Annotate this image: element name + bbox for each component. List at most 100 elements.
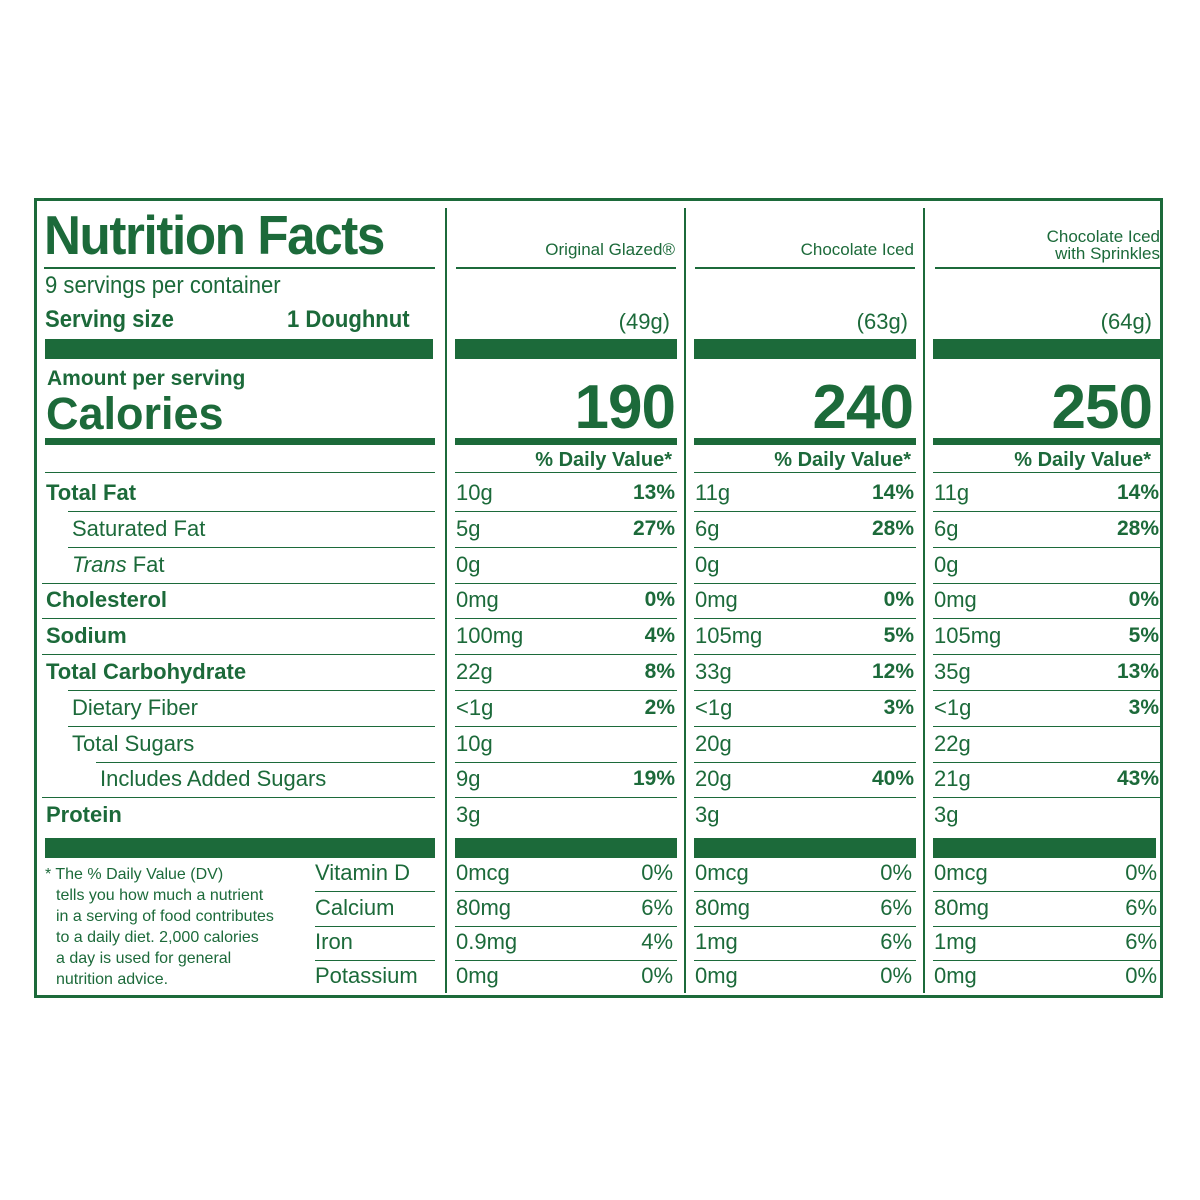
row-rule bbox=[933, 960, 1160, 961]
footnote-line: in a serving of food contributes bbox=[56, 908, 274, 925]
row-rule bbox=[68, 511, 435, 512]
row-rule bbox=[933, 762, 1160, 763]
medium-rule bbox=[455, 438, 677, 445]
row-rule bbox=[42, 583, 435, 584]
row-rule bbox=[455, 618, 677, 619]
vitamin-amount: 0mg bbox=[934, 963, 977, 988]
footnote-line: nutrition advice. bbox=[56, 971, 169, 988]
row-rule bbox=[455, 511, 677, 512]
row-rule bbox=[315, 926, 435, 927]
vitamin-amount: 0.9mg bbox=[456, 929, 518, 954]
row-rule bbox=[455, 891, 677, 892]
nutrient-label: Cholesterol bbox=[46, 587, 168, 612]
vitamin-amount: 80mg bbox=[934, 895, 990, 920]
thin-rule bbox=[694, 472, 916, 473]
row-rule bbox=[68, 690, 435, 691]
footnote-line: to a daily diet. 2,000 calories bbox=[56, 929, 259, 946]
nutrient-amount: 3g bbox=[934, 802, 959, 827]
nutrient-amount: 22g bbox=[456, 659, 493, 684]
nutrient-dv: 13% bbox=[1116, 660, 1159, 683]
nutrient-dv: 14% bbox=[871, 481, 914, 504]
thin-rule bbox=[45, 472, 435, 473]
vitamin-label: Vitamin D bbox=[315, 860, 410, 885]
nutrient-label: Trans Fat bbox=[72, 552, 165, 578]
row-rule bbox=[933, 583, 1160, 584]
row-rule bbox=[42, 654, 435, 655]
vitamin-amount: 1mg bbox=[934, 929, 977, 954]
vitamin-amount: 0mcg bbox=[456, 860, 510, 885]
nutrient-label: Protein bbox=[46, 802, 122, 827]
vitamin-label: Iron bbox=[315, 929, 353, 954]
nutrient-amount: 22g bbox=[934, 731, 971, 756]
row-rule bbox=[455, 926, 677, 927]
nutrient-dv: 19% bbox=[632, 767, 675, 790]
thick-rule bbox=[45, 339, 433, 359]
nutrient-dv: 13% bbox=[632, 481, 675, 504]
vitamin-dv: 6% bbox=[1125, 895, 1157, 920]
nutrient-dv: 27% bbox=[632, 517, 675, 540]
nutrient-amount: 35g bbox=[934, 659, 971, 684]
nutrient-dv: 2% bbox=[644, 696, 675, 719]
row-rule bbox=[933, 618, 1160, 619]
nutrient-amount: 6g bbox=[695, 516, 720, 541]
nutrient-dv: 14% bbox=[1116, 481, 1159, 504]
nutrient-dv: 4% bbox=[644, 624, 675, 647]
product-name-2: Chocolate Iced bbox=[800, 240, 914, 259]
row-rule bbox=[42, 797, 435, 798]
nutrient-dv: 5% bbox=[1128, 624, 1159, 647]
vitamin-dv: 0% bbox=[1125, 860, 1157, 885]
calories-value-3: 250 bbox=[1051, 373, 1153, 442]
thin-rule bbox=[933, 472, 1160, 473]
vitamin-amount: 0mg bbox=[695, 963, 738, 988]
medium-rule bbox=[45, 438, 435, 445]
row-rule bbox=[694, 511, 916, 512]
nutrient-amount: <1g bbox=[456, 695, 494, 720]
vitamin-amount: 0mg bbox=[456, 963, 499, 988]
nutrient-dv: 0% bbox=[883, 588, 914, 611]
nutrient-amount: 0mg bbox=[695, 587, 738, 612]
nutrient-dv: 28% bbox=[1116, 517, 1159, 540]
medium-rule bbox=[694, 438, 916, 445]
row-rule bbox=[694, 654, 916, 655]
footnote-line: * The % Daily Value (DV) bbox=[45, 866, 224, 883]
nutrient-dv: 0% bbox=[1128, 588, 1159, 611]
nutrient-amount: 0g bbox=[934, 552, 959, 577]
thin-rule bbox=[455, 472, 677, 473]
nutrient-amount: 0mg bbox=[456, 587, 499, 612]
vitamin-amount: 0mcg bbox=[934, 860, 988, 885]
vitamin-label: Potassium bbox=[315, 963, 418, 988]
nutrient-amount: 6g bbox=[934, 516, 959, 541]
nutrient-dv: 3% bbox=[883, 696, 914, 719]
row-rule bbox=[68, 547, 435, 548]
vitamin-dv: 6% bbox=[880, 929, 912, 954]
footnote-line: a day is used for general bbox=[56, 950, 232, 967]
row-rule bbox=[42, 618, 435, 619]
row-rule bbox=[933, 797, 1160, 798]
nutrient-amount: <1g bbox=[934, 695, 972, 720]
row-rule bbox=[96, 762, 435, 763]
dv-header-1: % Daily Value* bbox=[535, 449, 672, 471]
nutrition-facts-panel bbox=[34, 198, 1163, 998]
serving-size-label: Serving size bbox=[45, 306, 174, 333]
vitamin-dv: 0% bbox=[1125, 963, 1157, 988]
label-title: Nutrition Facts bbox=[44, 204, 385, 266]
nutrient-label: Dietary Fiber bbox=[72, 695, 198, 720]
column-divider bbox=[684, 208, 686, 993]
vitamin-dv: 6% bbox=[641, 895, 673, 920]
nutrient-amount: 105mg bbox=[695, 623, 763, 648]
column-divider bbox=[923, 208, 925, 993]
row-rule bbox=[455, 654, 677, 655]
nutrient-label: Total Fat bbox=[46, 480, 137, 505]
title-rule bbox=[44, 267, 435, 269]
calories-label: Calories bbox=[46, 388, 224, 439]
row-rule bbox=[315, 891, 435, 892]
vitamin-amount: 80mg bbox=[695, 895, 751, 920]
servings-per-container: 9 servings per container bbox=[45, 272, 281, 299]
footnote-line: tells you how much a nutrient bbox=[56, 887, 264, 904]
row-rule bbox=[694, 547, 916, 548]
dv-header-2: % Daily Value* bbox=[774, 449, 911, 471]
title-rule bbox=[456, 267, 676, 269]
product-name-3-line1: Chocolate Iced bbox=[1046, 227, 1160, 246]
row-rule bbox=[694, 926, 916, 927]
nutrient-label: Total Sugars bbox=[72, 731, 195, 756]
